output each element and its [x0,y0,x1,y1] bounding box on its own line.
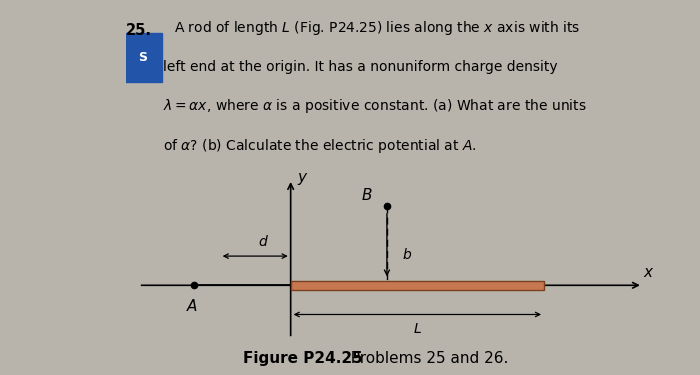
Text: B: B [361,188,372,203]
Text: A rod of length $L$ (Fig. P24.25) lies along the $x$ axis with its: A rod of length $L$ (Fig. P24.25) lies a… [174,19,580,37]
Text: S: S [138,51,147,64]
Text: L: L [414,322,421,336]
FancyBboxPatch shape [123,33,162,82]
Text: of $\alpha$? (b) Calculate the electric potential at $A$.: of $\alpha$? (b) Calculate the electric … [163,137,477,155]
Text: left end at the origin. It has a nonuniform charge density: left end at the origin. It has a nonunif… [163,60,558,74]
Text: b: b [402,248,411,262]
Text: Problems 25 and 26.: Problems 25 and 26. [342,351,509,366]
Text: $\lambda = \alpha x$, where $\alpha$ is a positive constant. (a) What are the un: $\lambda = \alpha x$, where $\alpha$ is … [163,98,587,116]
Bar [290,280,544,290]
Text: 25.: 25. [126,23,152,38]
Text: Figure P24.25: Figure P24.25 [243,351,363,366]
Text: y: y [297,170,306,185]
Text: d: d [258,236,267,249]
Text: x: x [643,265,652,280]
Text: A: A [187,298,197,314]
